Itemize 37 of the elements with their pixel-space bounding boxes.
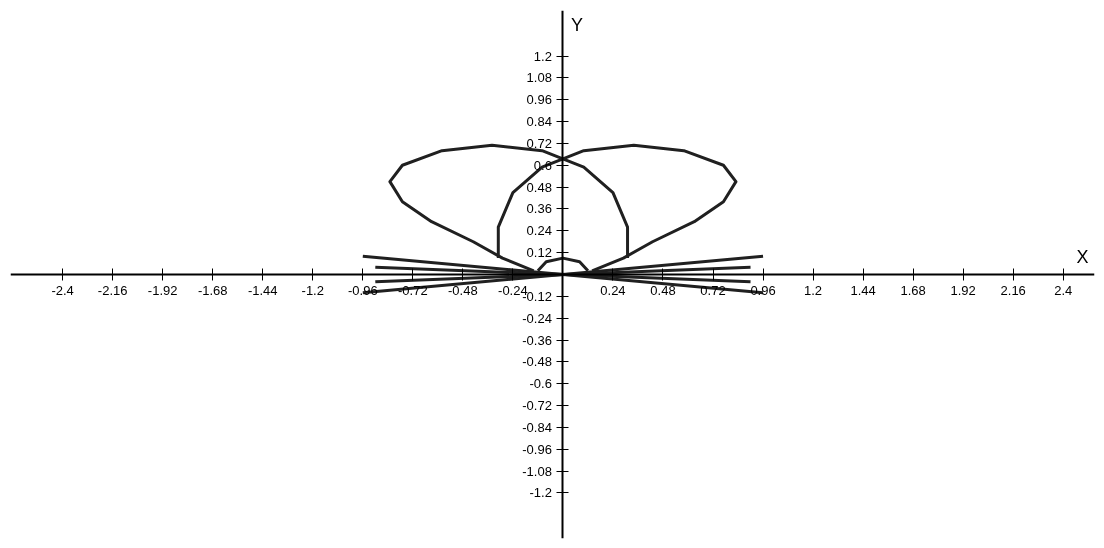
y-tick-label: 0.24 — [526, 223, 552, 239]
x-tick-label: 1.44 — [850, 282, 876, 298]
x-tick-label: -1.68 — [197, 282, 228, 298]
y-tick-label: 0.48 — [526, 179, 552, 195]
x-tick-label: -0.96 — [347, 282, 378, 298]
x-tick-label: -1.2 — [301, 282, 324, 298]
y-tick-label: -0.6 — [529, 376, 552, 392]
x-tick-label: 1.92 — [950, 282, 976, 298]
x-tick-label: 1.68 — [900, 282, 926, 298]
x-axis-title: X — [1076, 246, 1089, 267]
y-tick-label: 0.72 — [526, 135, 552, 151]
x-tick-label: 0.96 — [750, 282, 776, 298]
y-tick-label: 1.08 — [526, 70, 552, 86]
y-tick-label: -1.2 — [529, 485, 552, 501]
y-tick-label: 0.96 — [526, 92, 552, 108]
y-tick-label: 0.36 — [526, 201, 552, 217]
y-tick-label: -0.84 — [522, 419, 552, 435]
y-tick-label: 0.84 — [526, 114, 552, 130]
y-tick-label: 0.12 — [526, 245, 552, 261]
y-tick-label: -0.36 — [522, 332, 552, 348]
x-tick-label: 2.4 — [1054, 282, 1073, 298]
y-tick-label: -1.08 — [522, 463, 552, 479]
x-tick-label: -2.4 — [51, 282, 74, 298]
x-tick-label: -1.44 — [247, 282, 278, 298]
x-tick-label: -1.92 — [147, 282, 178, 298]
x-tick-label: -2.16 — [97, 282, 128, 298]
x-tick-label: 1.2 — [804, 282, 823, 298]
y-tick-label: -0.24 — [522, 310, 552, 326]
y-tick-label: -0.72 — [522, 398, 552, 414]
y-tick-label: -0.96 — [522, 441, 552, 457]
y-tick-label: -0.48 — [522, 354, 552, 370]
y-tick-label: 1.2 — [533, 48, 552, 64]
x-tick-label: 0.48 — [650, 282, 676, 298]
y-axis-title: Y — [570, 14, 583, 35]
x-tick-label: -0.48 — [448, 282, 478, 298]
x-tick-label: 0.24 — [600, 282, 626, 298]
x-tick-label: 2.16 — [1000, 282, 1026, 298]
